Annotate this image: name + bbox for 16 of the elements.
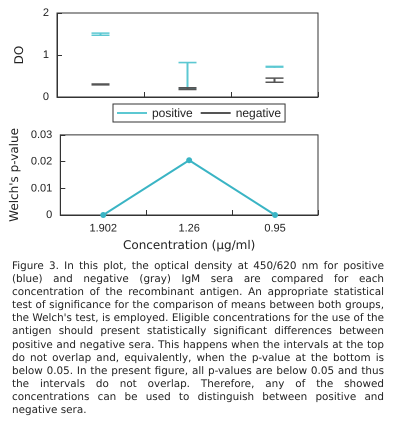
y-tick-label: 0.01 (30, 182, 52, 194)
x-tick-label: 1.26 (178, 222, 200, 234)
x-axis-title: Concentration (μg/ml) (122, 238, 256, 252)
x-tick-label: 1.902 (89, 222, 118, 234)
y-tick-label: 0 (46, 209, 52, 221)
y-tick-label: 2 (42, 7, 49, 19)
y-tick-label: 0.02 (30, 156, 52, 168)
y-axis-title: Welch's p-value (7, 128, 21, 222)
y-tick-label: 0.03 (30, 128, 52, 141)
y-axis-title: DO (12, 46, 26, 64)
legend-label: positive (152, 106, 194, 120)
legend-label: negative (236, 106, 282, 120)
text: Figure 3. In this plot, the optical density at 450/620 nm for positive (blue) and negative (gray) IgM sera are compared for each concentration of the recombinant antigen. An appropriate statistical test of significance for the comparison of means between both groups, the Welch's test, is employed. Eligible concentrations for the use of the antigen should present statistically significant differences between positive and negative sera. This happens when the intervals at the top do not overlap and, equivalently, when the p-value at the bottom is below 0.05. In the present figure, all p-values are below 0.05 and thus the intervals do not overlap. Therefore, any of the showed concentrations can be used to distinguish between positive and negative sera. (12, 260, 384, 416)
y-tick-label: 1 (42, 49, 49, 61)
x-tick-label: 0.95 (264, 222, 286, 234)
y-tick-label: 0 (42, 91, 49, 103)
